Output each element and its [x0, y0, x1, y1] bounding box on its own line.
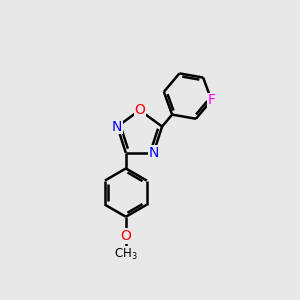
- Text: F: F: [207, 93, 215, 107]
- Text: CH$_3$: CH$_3$: [114, 247, 138, 262]
- Text: O: O: [120, 229, 131, 243]
- Text: N: N: [112, 119, 122, 134]
- Text: N: N: [148, 146, 159, 160]
- Text: O: O: [134, 103, 145, 117]
